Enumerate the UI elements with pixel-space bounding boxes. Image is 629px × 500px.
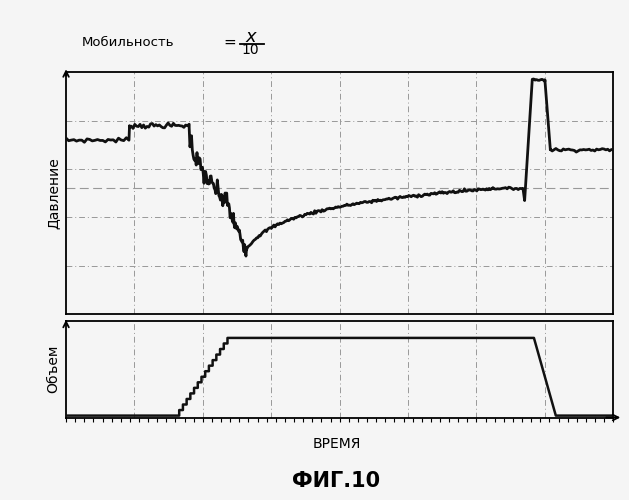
Text: 10: 10 xyxy=(242,43,259,57)
Text: Мобильность: Мобильность xyxy=(82,36,174,49)
Text: =: = xyxy=(223,35,236,50)
Text: x: x xyxy=(245,28,255,46)
Y-axis label: Давление: Давление xyxy=(47,158,60,229)
Y-axis label: Объем: Объем xyxy=(47,345,60,394)
Text: ВРЕМЯ: ВРЕМЯ xyxy=(313,436,360,450)
Text: ФИГ.10: ФИГ.10 xyxy=(292,471,381,491)
